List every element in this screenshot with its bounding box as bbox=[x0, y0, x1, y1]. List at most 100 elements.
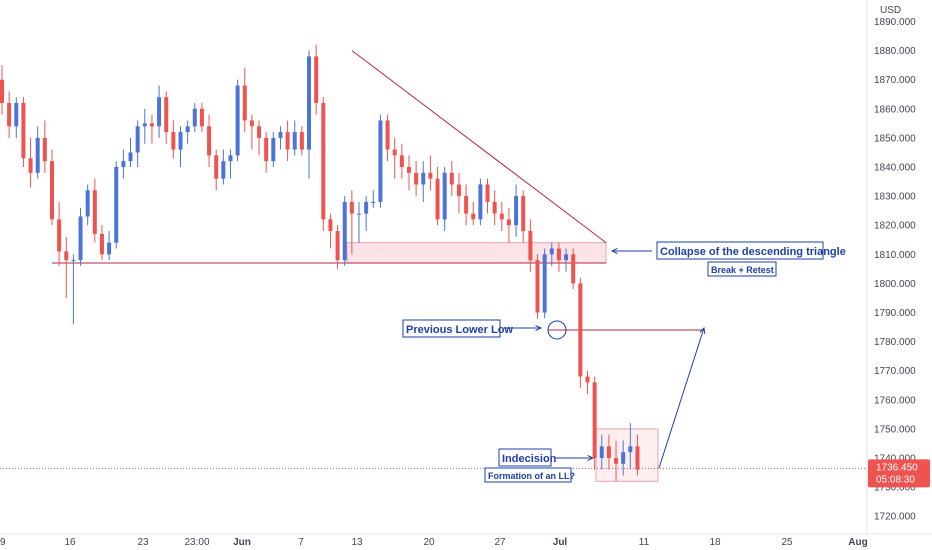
candle-body bbox=[42, 137, 47, 162]
candle-body bbox=[542, 254, 547, 313]
annotation-previous-ll[interactable]: Previous Lower Low bbox=[402, 319, 513, 338]
candle-body bbox=[257, 126, 262, 138]
candle-down bbox=[64, 236, 69, 298]
candle-body bbox=[35, 137, 40, 173]
candle-up bbox=[421, 161, 426, 202]
candle-body bbox=[142, 123, 147, 127]
candle-body bbox=[107, 242, 112, 255]
price-tick-label: 1840.000 bbox=[874, 163, 916, 174]
candle-up bbox=[142, 108, 147, 144]
candle-down bbox=[392, 137, 397, 179]
candle-down bbox=[585, 370, 590, 394]
candle-body bbox=[556, 248, 561, 261]
price-tick-label: 1880.000 bbox=[874, 46, 916, 57]
candle-body bbox=[357, 213, 361, 215]
candle-up bbox=[599, 434, 604, 470]
candles-layer bbox=[0, 44, 640, 482]
candle-up bbox=[157, 85, 162, 138]
candle-down bbox=[464, 184, 469, 226]
annotation-indecision-box bbox=[498, 448, 552, 467]
candle-body bbox=[564, 254, 569, 261]
price-tick-label: 1780.000 bbox=[874, 337, 916, 348]
candle-body bbox=[114, 167, 119, 243]
candle-body bbox=[285, 132, 290, 150]
time-tick-label: 13 bbox=[351, 537, 363, 548]
candle-down bbox=[556, 242, 561, 272]
annotation-indecision-text: Indecision bbox=[502, 453, 557, 465]
candle-down bbox=[314, 44, 319, 115]
candle-down bbox=[578, 277, 583, 389]
candle-up bbox=[478, 178, 483, 226]
candle-up bbox=[371, 190, 376, 208]
candle-body bbox=[207, 126, 212, 156]
candle-down bbox=[606, 434, 611, 470]
candle-down bbox=[92, 178, 97, 243]
candle-body bbox=[521, 196, 526, 232]
candle-down bbox=[471, 201, 476, 226]
price-tick-label: 1760.000 bbox=[874, 395, 916, 406]
candle-body bbox=[228, 155, 233, 162]
candle-body bbox=[485, 184, 490, 202]
candle-body bbox=[478, 184, 483, 220]
candle-body bbox=[506, 219, 511, 226]
candle-body bbox=[449, 172, 454, 185]
candle-body bbox=[585, 376, 590, 383]
candle-body bbox=[164, 97, 169, 133]
candle-up bbox=[514, 184, 519, 237]
candle-down bbox=[42, 120, 47, 173]
price-tick-label: 1830.000 bbox=[874, 192, 916, 203]
annotation-ll-box bbox=[484, 467, 572, 483]
candle-down bbox=[399, 143, 404, 179]
candle-body bbox=[7, 102, 12, 127]
candle-body bbox=[635, 446, 640, 470]
projection-arrow bbox=[658, 327, 705, 469]
price-tick-label: 1850.000 bbox=[874, 133, 916, 144]
candle-up bbox=[121, 149, 126, 179]
candle-body bbox=[178, 132, 183, 150]
annotation-collapse-text: Collapse of the descending triangle bbox=[660, 246, 846, 258]
annotation-collapse[interactable]: Collapse of the descending triangle Brea… bbox=[656, 241, 846, 277]
candle-body bbox=[414, 172, 419, 185]
candle-body bbox=[171, 132, 176, 150]
candle-body bbox=[292, 132, 297, 150]
candle-body bbox=[271, 137, 276, 162]
candle-down bbox=[535, 254, 540, 319]
candle-body bbox=[199, 108, 204, 127]
candle-down bbox=[449, 161, 454, 197]
candle-body bbox=[249, 120, 254, 127]
candle-body bbox=[307, 56, 312, 150]
collapse-arrow-head bbox=[610, 247, 618, 255]
candle-body bbox=[0, 79, 4, 103]
candle-down bbox=[257, 120, 262, 156]
price-tick-label: 1860.000 bbox=[874, 104, 916, 115]
candle-body bbox=[392, 149, 397, 156]
time-tick-label: 11 bbox=[639, 537, 650, 548]
time-axis[interactable]: 9 16 23 23:00 Jun 7 13 20 27 Jul 11 18 25 Aug bbox=[0, 537, 868, 548]
candle-body bbox=[71, 260, 76, 262]
candle-down bbox=[28, 137, 33, 188]
candle-body bbox=[364, 201, 369, 214]
annotation-indecision[interactable]: Indecision Formation of an LL? bbox=[484, 448, 575, 483]
candle-body bbox=[399, 155, 404, 167]
candle-body bbox=[21, 102, 26, 159]
candle-body bbox=[64, 251, 69, 261]
candle-body bbox=[221, 161, 226, 179]
candle-down bbox=[406, 155, 411, 191]
candle-body bbox=[492, 201, 497, 214]
time-tick-label: 23 bbox=[137, 537, 149, 548]
indecision-zone bbox=[595, 428, 659, 482]
price-axis[interactable]: 1890.000 1880.000 1870.000 1860.000 1850.000… bbox=[874, 17, 916, 523]
candle-body bbox=[499, 213, 504, 220]
candle-down bbox=[164, 91, 169, 144]
previous-ll-circle bbox=[547, 320, 567, 340]
candle-up bbox=[78, 207, 83, 266]
candle-body bbox=[28, 158, 33, 173]
candle-down bbox=[635, 434, 640, 476]
candle-down bbox=[349, 190, 354, 255]
price-tick-label: 1720.000 bbox=[874, 512, 916, 523]
candle-body bbox=[342, 201, 347, 261]
candle-down bbox=[0, 65, 4, 115]
candle-down bbox=[456, 172, 461, 214]
candle-body bbox=[192, 108, 197, 127]
